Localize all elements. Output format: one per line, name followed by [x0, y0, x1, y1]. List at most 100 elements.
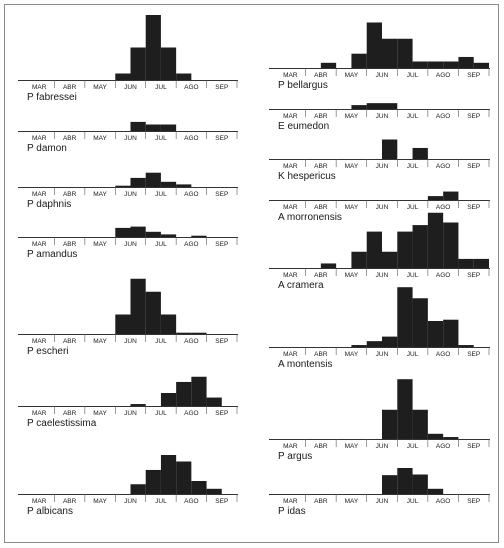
tick-label-p-escheri-mar: MAR	[32, 338, 47, 345]
tick-label-e-eumedon-sep: SEP	[467, 113, 480, 120]
tick-label-p-argus-jun: JUN	[376, 443, 389, 450]
bar-p-bellargus-jun-b	[382, 38, 398, 68]
tick-label-p-damon-abr: ABR	[63, 135, 77, 142]
tick-label-p-bellargus-ago: AGO	[436, 72, 450, 79]
tick-label-p-amandus-ago: AGO	[184, 241, 198, 248]
tick-label-p-amandus-jul: JUL	[155, 241, 167, 248]
tick-label-a-montensis-jun: JUN	[376, 351, 389, 358]
bar-p-amandus-jun-a	[115, 227, 131, 237]
bar-p-argus-jun-b	[382, 409, 398, 439]
species-label-a-montensis: A montensis	[278, 359, 332, 370]
tick-label-p-fabressei-sep: SEP	[215, 84, 228, 91]
bar-p-daphnis-jul-b	[160, 181, 177, 187]
species-label-p-argus: P argus	[278, 451, 312, 462]
bar-a-cramera-sep-b	[473, 258, 489, 268]
bar-p-bellargus-ago-b	[443, 61, 459, 68]
tick-label-p-idas-jun: JUN	[376, 498, 389, 505]
bar-e-eumedon-jun-a	[366, 103, 382, 109]
bar-a-cramera-may-b	[351, 251, 367, 268]
tick-label-p-escheri-sep: SEP	[215, 338, 228, 345]
species-label-e-eumedon: E eumedon	[278, 121, 329, 132]
tick-label-p-bellargus-mar: MAR	[283, 72, 298, 79]
tick-label-p-damon-jul: JUL	[155, 135, 167, 142]
tick-label-p-fabressei-abr: ABR	[63, 84, 77, 91]
tick-label-p-albicans-jun: JUN	[124, 498, 137, 505]
tick-label-a-montensis-abr: ABR	[314, 351, 328, 358]
bar-p-idas-ago-a	[427, 488, 444, 494]
bar-p-fabressei-jun-a	[115, 73, 131, 80]
bar-e-eumedon-may-b	[351, 105, 367, 109]
tick-label-e-eumedon-may: MAY	[345, 113, 359, 120]
tick-label-a-montensis-ago: AGO	[436, 351, 450, 358]
bar-a-cramera-jul-a	[397, 231, 413, 268]
tick-label-p-albicans-abr: ABR	[63, 498, 77, 505]
bar-p-damon-jul-b	[160, 124, 177, 131]
bar-a-cramera-sep-a	[458, 258, 474, 268]
bar-a-cramera-abr-b	[320, 263, 337, 268]
bar-p-bellargus-abr-b	[320, 62, 337, 68]
tick-label-p-damon-jun: JUN	[124, 135, 137, 142]
tick-label-p-bellargus-jul: JUL	[407, 72, 419, 79]
bar-p-daphnis-jun-b	[130, 177, 146, 187]
species-label-p-idas: P idas	[278, 506, 306, 517]
tick-label-a-morronensis-abr: ABR	[314, 204, 328, 211]
tick-label-e-eumedon-jul: JUL	[407, 113, 419, 120]
bar-p-argus-jul-a	[397, 379, 413, 439]
tick-label-p-argus-jul: JUL	[407, 443, 419, 450]
tick-label-a-cramera-may: MAY	[345, 272, 359, 279]
bar-p-amandus-jul-b	[160, 234, 177, 237]
bar-p-fabressei-ago-a	[176, 73, 192, 80]
tick-label-p-bellargus-sep: SEP	[467, 72, 480, 79]
bar-a-montensis-jul-b	[412, 298, 428, 347]
tick-label-p-albicans-mar: MAR	[32, 498, 47, 505]
bar-a-cramera-jun-b	[382, 251, 398, 268]
tick-label-p-idas-jul: JUL	[407, 498, 419, 505]
tick-label-p-daphnis-jul: JUL	[155, 191, 167, 198]
tick-label-p-idas-sep: SEP	[467, 498, 480, 505]
tick-label-p-caelestissima-may: MAY	[93, 410, 107, 417]
bar-p-bellargus-jul-a	[397, 38, 413, 68]
tick-label-a-cramera-jul: JUL	[407, 272, 419, 279]
panel-p-caelestissima: MAR ABR MAY JUN JUL AGO SEP P caelestissima	[18, 376, 238, 429]
bar-p-albicans-sep-a	[206, 488, 222, 494]
tick-label-k-hespericus-jul: JUL	[407, 163, 419, 170]
tick-label-a-morronensis-jun: JUN	[376, 204, 389, 211]
tick-label-p-caelestissima-ago: AGO	[184, 410, 198, 417]
bar-a-montensis-jul-a	[397, 287, 413, 347]
tick-label-a-cramera-abr: ABR	[314, 272, 328, 279]
species-label-p-amandus: P amandus	[27, 249, 77, 260]
bar-p-escheri-ago-a	[176, 332, 192, 334]
species-label-a-cramera: A cramera	[278, 280, 324, 291]
species-label-p-damon: P damon	[27, 143, 67, 154]
panel-p-escheri: MAR ABR MAY JUN JUL AGO SEP P escheri	[18, 278, 238, 357]
species-label-p-albicans: P albicans	[27, 506, 73, 517]
panel-p-bellargus: MAR ABR MAY JUN JUL AGO SEP P bellargus	[269, 22, 490, 91]
species-label-p-daphnis: P daphnis	[27, 199, 71, 210]
tick-label-p-caelestissima-abr: ABR	[63, 410, 77, 417]
tick-label-k-hespericus-jun: JUN	[376, 163, 389, 170]
bar-p-amandus-jul-a	[145, 231, 161, 237]
tick-label-p-caelestissima-sep: SEP	[215, 410, 228, 417]
bar-p-bellargus-jul-b	[412, 61, 428, 68]
tick-label-e-eumedon-ago: AGO	[436, 113, 450, 120]
panel-p-damon: MAR ABR MAY JUN JUL AGO SEP P damon	[18, 121, 238, 154]
tick-label-a-morronensis-ago: AGO	[436, 204, 450, 211]
panel-p-argus: MAR ABR MAY JUN JUL AGO SEP P argus	[269, 379, 490, 462]
species-label-p-escheri: P escheri	[27, 346, 69, 357]
tick-label-k-hespericus-may: MAY	[345, 163, 359, 170]
tick-label-p-damon-may: MAY	[93, 135, 107, 142]
tick-label-p-albicans-jul: JUL	[155, 498, 167, 505]
tick-label-a-morronensis-sep: SEP	[467, 204, 480, 211]
tick-label-p-amandus-mar: MAR	[32, 241, 47, 248]
bar-k-hespericus-jul-b	[412, 147, 428, 159]
bar-p-bellargus-ago-a	[427, 61, 444, 68]
bar-p-fabressei-jul-a	[145, 15, 161, 80]
bar-p-escheri-jun-b	[130, 278, 146, 334]
bar-p-daphnis-jun-a	[115, 185, 131, 187]
bar-a-cramera-ago-b	[443, 222, 459, 268]
bar-p-bellargus-jun-a	[366, 22, 382, 68]
tick-label-p-argus-ago: AGO	[436, 443, 450, 450]
bar-a-cramera-ago-a	[427, 212, 444, 268]
bar-p-albicans-jul-a	[145, 469, 161, 494]
bar-a-montensis-sep-a	[458, 345, 474, 347]
